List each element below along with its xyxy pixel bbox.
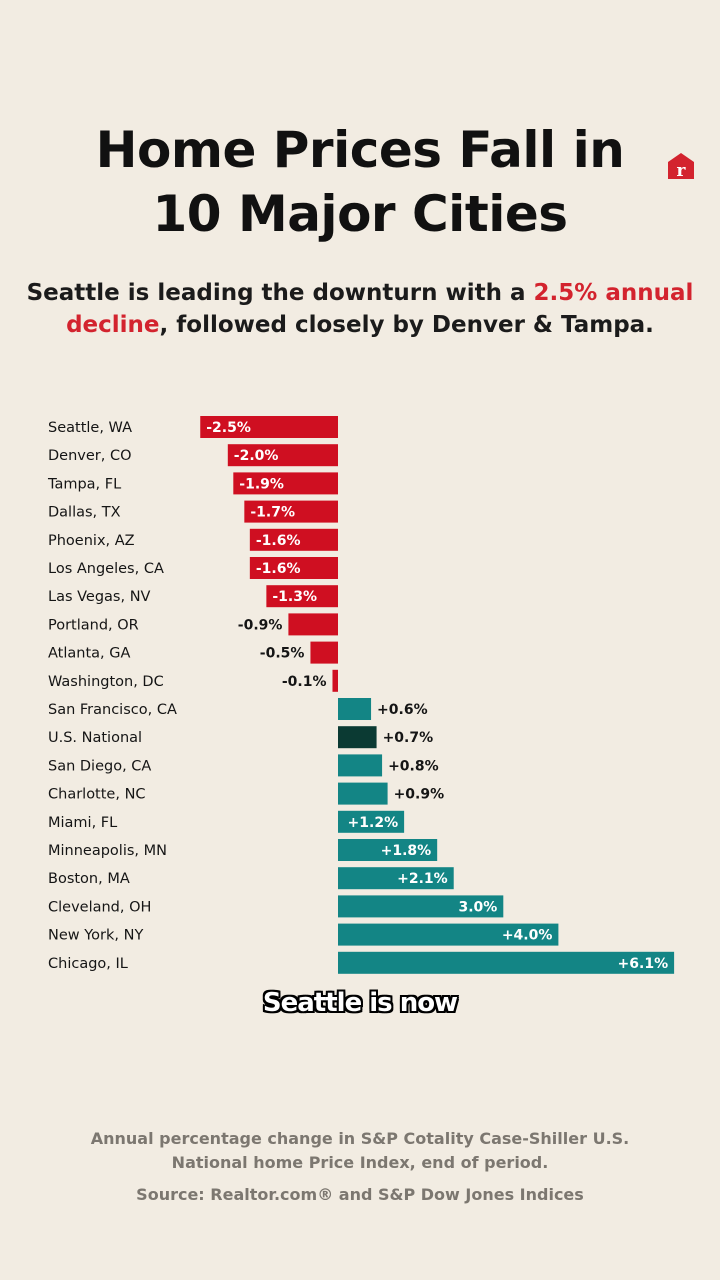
bar-row: Las Vegas, NV -1.3% (48, 585, 338, 608)
bar-row: Chicago, IL +6.1% (48, 951, 675, 974)
category-label: San Francisco, CA (48, 702, 177, 718)
bar (249, 557, 338, 579)
bar (249, 528, 338, 551)
data-label: +1.8% (381, 843, 432, 859)
category-label: Minneapolis, MN (48, 843, 167, 859)
category-label: Miami, FL (48, 815, 117, 831)
category-label: New York, NY (48, 928, 143, 944)
bar (266, 585, 338, 608)
category-label: Chicago, IL (48, 956, 128, 972)
chart-subtitle: Seattle is leading the downturn with a 2… (20, 277, 700, 341)
data-label: -1.7% (250, 505, 295, 521)
chart-title: Home Prices Fall in 10 Major Cities (0, 118, 720, 246)
bar (227, 444, 338, 467)
category-label: Atlanta, GA (48, 646, 130, 662)
bar-row: Charlotte, NC +0.9% (48, 782, 445, 805)
bar (338, 698, 372, 720)
title-line-2: 10 Major Cities (152, 185, 568, 243)
chart-source: Source: Realtor.com® and S&P Dow Jones I… (136, 1185, 584, 1204)
category-label: Tampa, FL (47, 476, 121, 492)
data-label: +0.6% (377, 702, 428, 718)
bar (338, 839, 438, 861)
bar-row: Seattle, WA -2.5% (48, 416, 338, 438)
category-label: Washington, DC (48, 674, 164, 690)
data-label: +0.7% (383, 730, 434, 746)
category-label: U.S. National (48, 730, 142, 746)
bar (338, 923, 559, 946)
category-label: Portland, OR (48, 617, 139, 633)
bar (233, 472, 338, 495)
subtitle-highlight: 2.5% annual decline (66, 280, 694, 338)
bar-row: Washington, DC -0.1% (48, 669, 338, 692)
category-label: Seattle, WA (48, 420, 132, 436)
category-label: San Diego, CA (48, 758, 151, 774)
title-line-1: Home Prices Fall in (95, 121, 625, 179)
data-label: -1.9% (239, 476, 284, 492)
bar-row: Tampa, FL -1.9% (47, 472, 338, 495)
bar-row: New York, NY +4.0% (48, 923, 559, 946)
bar (310, 641, 338, 664)
data-label: +6.1% (618, 956, 669, 972)
category-label: Dallas, TX (48, 505, 121, 521)
category-label: Denver, CO (48, 448, 132, 464)
chart-footnote: Annual percentage change in S&P Cotality… (90, 1129, 630, 1172)
bar-row: Denver, CO -2.0% (48, 444, 338, 467)
svg-text:r: r (677, 161, 687, 180)
bar (338, 726, 377, 749)
bar (200, 416, 338, 438)
data-label: -0.9% (238, 617, 283, 633)
data-label: -0.5% (260, 646, 305, 662)
data-label: +2.1% (397, 871, 448, 887)
data-label: -1.6% (256, 533, 301, 549)
data-label: +4.0% (502, 928, 553, 944)
data-label: 3.0% (458, 899, 497, 915)
bar-row: U.S. National +0.7% (48, 726, 434, 749)
category-label: Phoenix, AZ (48, 533, 135, 549)
bar-row: Minneapolis, MN +1.8% (48, 839, 438, 861)
category-label: Boston, MA (48, 871, 130, 887)
bar-chart: Seattle, WA -2.5% Denver, CO -2.0% Tampa, FL… (47, 416, 675, 974)
bar-row: Atlanta, GA -0.5% (48, 641, 338, 664)
data-label: -1.3% (272, 589, 317, 605)
bar (244, 500, 338, 523)
data-label: +0.8% (388, 758, 439, 774)
bar-row: San Francisco, CA +0.6% (48, 698, 428, 720)
data-label: +1.2% (348, 815, 399, 831)
category-label: Los Angeles, CA (48, 561, 164, 577)
category-label: Las Vegas, NV (48, 589, 151, 605)
bar-row: Miami, FL +1.2% (48, 810, 405, 833)
bar (338, 810, 405, 833)
subtitle-text-before: Seattle is leading the downturn with a (26, 280, 534, 306)
bar-row: San Diego, CA +0.8% (48, 754, 439, 777)
bar (288, 613, 338, 636)
data-label: -2.5% (206, 420, 251, 436)
subtitle-text-after: , followed closely by Denver & Tampa. (159, 312, 654, 338)
data-label: +0.9% (394, 787, 445, 803)
bar (338, 782, 388, 805)
data-label: -0.1% (282, 674, 327, 690)
bar-row: Portland, OR -0.9% (48, 613, 338, 636)
bar-row: Los Angeles, CA -1.6% (48, 557, 338, 579)
bar (338, 754, 383, 777)
data-label: -1.6% (256, 561, 301, 577)
bar (338, 951, 675, 974)
bar (338, 867, 454, 890)
category-label: Charlotte, NC (48, 787, 146, 803)
bar-row: Boston, MA +2.1% (48, 867, 454, 890)
bar (332, 669, 338, 692)
data-label: -2.0% (234, 448, 279, 464)
video-caption: Seattle is now (262, 988, 458, 1018)
bar-row: Dallas, TX -1.7% (48, 500, 338, 523)
realtor-r-icon: r (668, 153, 694, 180)
category-label: Cleveland, OH (48, 899, 151, 915)
bar-row: Cleveland, OH 3.0% (48, 895, 504, 918)
bar (338, 895, 504, 918)
bar-row: Phoenix, AZ -1.6% (48, 528, 338, 551)
